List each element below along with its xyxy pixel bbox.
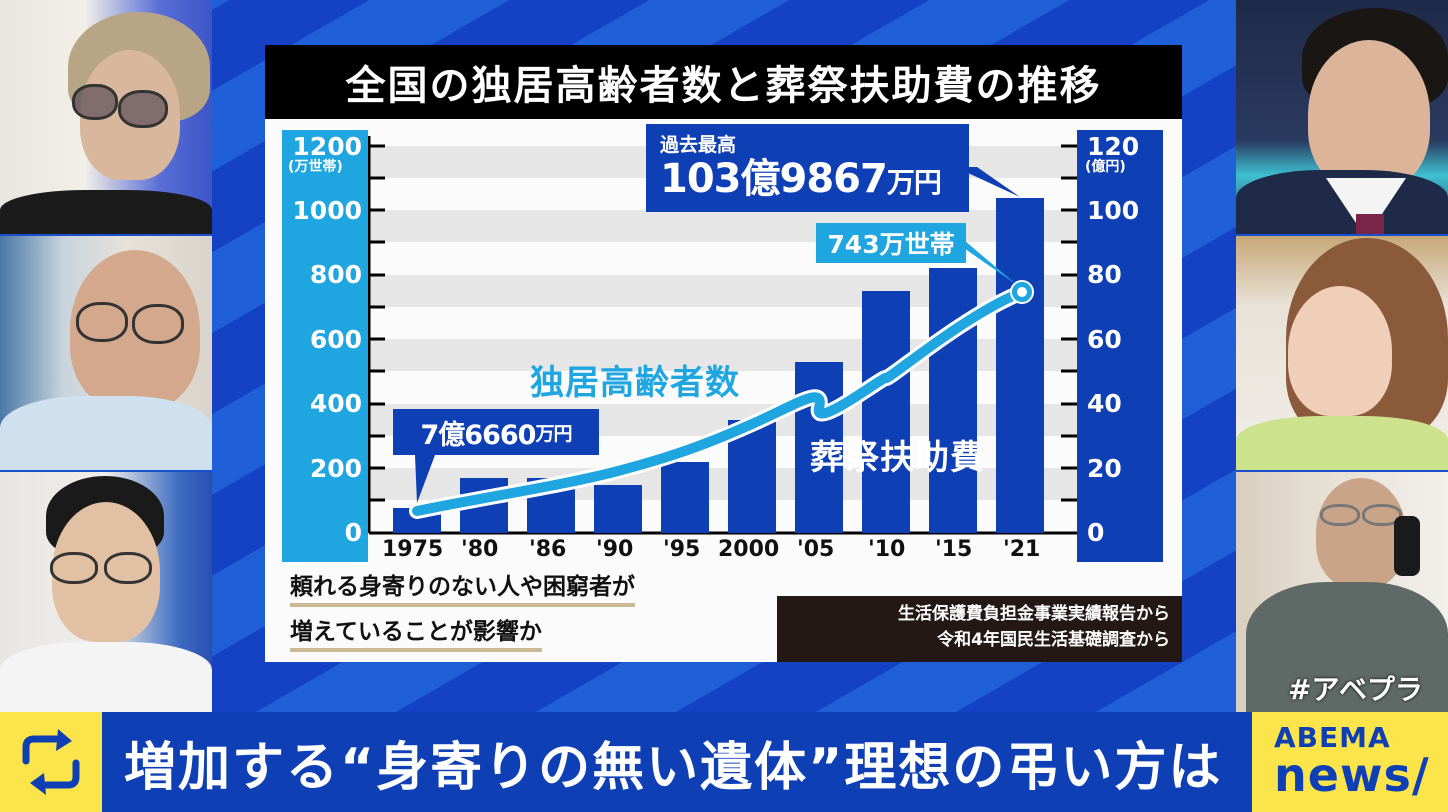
x-label: 2000 bbox=[718, 537, 780, 562]
right-tick: 40 bbox=[1087, 389, 1122, 418]
right-tick: 60 bbox=[1087, 325, 1122, 354]
refresh-icon-panel bbox=[0, 712, 102, 812]
panelist-video-1 bbox=[0, 0, 212, 234]
x-label: '05 bbox=[797, 537, 835, 562]
note-line-1: 頼れる身寄りのない人や困窮者が bbox=[290, 567, 635, 607]
legend-elderly-single: 独居高齢者数 bbox=[530, 363, 740, 403]
right-axis-unit: (億円) bbox=[1085, 159, 1126, 175]
callout-record-high-value: 103億9867万円 bbox=[660, 157, 955, 201]
panelist-video-2 bbox=[0, 236, 212, 470]
x-label: '95 bbox=[663, 537, 701, 562]
x-label: '90 bbox=[596, 537, 634, 562]
callout-unit: 万円 bbox=[886, 166, 942, 199]
left-tick: 1000 bbox=[292, 196, 362, 225]
plot-area bbox=[367, 136, 1077, 535]
x-label: 1975 bbox=[382, 537, 444, 562]
chart-title: 全国の独居高齢者数と葬祭扶助費の推移 bbox=[265, 45, 1182, 119]
right-axis: 120 (億円) 100 80 60 40 20 0 bbox=[1077, 130, 1163, 562]
left-axis: 1200 (万世帯) 1000 800 600 400 200 0 bbox=[282, 130, 368, 562]
left-tick-1200: 1200 bbox=[292, 132, 362, 161]
panelist-video-4 bbox=[1236, 0, 1448, 234]
callout-record-high: 過去最高 103億9867万円 bbox=[646, 124, 969, 212]
left-tick: 200 bbox=[309, 454, 362, 483]
right-tick: 20 bbox=[1087, 454, 1122, 483]
source-box: 生活保護費負担金事業実績報告から 令和4年国民生活基礎調査から bbox=[777, 596, 1182, 662]
headline: 増加する“身寄りの無い遺体”理想の弔い方は bbox=[102, 712, 1252, 812]
left-tick: 0 bbox=[344, 518, 362, 547]
chart-card: 全国の独居高齢者数と葬祭扶助費の推移 bbox=[265, 45, 1182, 662]
left-tick: 800 bbox=[309, 260, 362, 289]
callout-unit: 万円 bbox=[535, 422, 572, 445]
x-label: '21 bbox=[1003, 537, 1041, 562]
abema-news-logo: ABEMA news/ bbox=[1252, 712, 1448, 812]
left-tick: 600 bbox=[309, 325, 362, 354]
source-line-1: 生活保護費負担金事業実績報告から bbox=[898, 604, 1170, 624]
left-axis-unit: (万世帯) bbox=[288, 159, 343, 175]
right-tick: 100 bbox=[1087, 196, 1140, 225]
callout-number: 103億9867 bbox=[660, 156, 888, 202]
note-line-2: 増えていることが影響か bbox=[290, 612, 542, 652]
callout-record-high-label: 過去最高 bbox=[660, 134, 737, 156]
left-tick: 400 bbox=[309, 389, 362, 418]
guest-video-phone bbox=[1236, 472, 1448, 712]
callout-1975-value: 7億6660 万円 bbox=[393, 409, 599, 455]
callout-number: 7億6660 bbox=[420, 419, 537, 451]
panelist-video-5 bbox=[1236, 236, 1448, 470]
x-label: '80 bbox=[461, 537, 499, 562]
x-label: '15 bbox=[935, 537, 973, 562]
source-line-2: 令和4年国民生活基礎調査から bbox=[937, 629, 1170, 650]
legend-funeral-aid: 葬祭扶助費 bbox=[810, 438, 985, 478]
callout-household-count: 743万世帯 bbox=[816, 223, 966, 263]
refresh-icon bbox=[22, 729, 80, 795]
right-tick: 80 bbox=[1087, 260, 1122, 289]
x-label: '86 bbox=[529, 537, 567, 562]
right-tick: 0 bbox=[1087, 518, 1105, 547]
right-tick-120: 120 bbox=[1087, 132, 1140, 161]
panelist-video-3 bbox=[0, 472, 212, 712]
x-label: '10 bbox=[868, 537, 906, 562]
hashtag-label: #アベプラ bbox=[1288, 673, 1423, 706]
logo-line-1: ABEMA bbox=[1274, 721, 1391, 754]
bars-funeral-aid bbox=[393, 198, 1044, 533]
lower-third: 増加する“身寄りの無い遺体”理想の弔い方は ABEMA news/ bbox=[0, 712, 1448, 812]
logo-line-2: news/ bbox=[1274, 748, 1430, 802]
